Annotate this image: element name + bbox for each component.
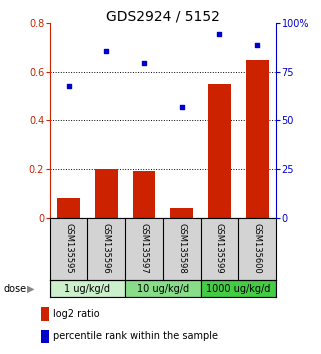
Text: percentile rank within the sample: percentile rank within the sample: [53, 331, 218, 341]
Point: [179, 104, 184, 110]
Text: 1000 ug/kg/d: 1000 ug/kg/d: [206, 284, 271, 293]
Point: [255, 42, 260, 48]
Bar: [41, 307, 49, 321]
Point: [66, 84, 71, 89]
Text: dose: dose: [3, 284, 26, 293]
Bar: [57, 198, 80, 218]
Text: GSM135600: GSM135600: [253, 223, 262, 274]
Text: GSM135598: GSM135598: [177, 223, 186, 274]
Text: GSM135599: GSM135599: [215, 223, 224, 274]
Bar: [246, 59, 268, 218]
Text: GSM135595: GSM135595: [64, 223, 73, 274]
Point: [104, 48, 109, 54]
Text: ▶: ▶: [27, 284, 35, 293]
Bar: [95, 169, 117, 218]
Text: log2 ratio: log2 ratio: [53, 309, 100, 319]
Text: GSM135597: GSM135597: [140, 223, 149, 274]
Point: [217, 31, 222, 36]
Bar: [208, 84, 231, 218]
Bar: [133, 171, 155, 218]
Bar: [41, 330, 49, 343]
Bar: [170, 208, 193, 218]
Text: 1 ug/kg/d: 1 ug/kg/d: [65, 284, 110, 293]
Bar: [50, 280, 125, 297]
Point: [142, 60, 147, 66]
Text: 10 ug/kg/d: 10 ug/kg/d: [137, 284, 189, 293]
Title: GDS2924 / 5152: GDS2924 / 5152: [106, 9, 220, 23]
Text: GSM135596: GSM135596: [102, 223, 111, 274]
Bar: [201, 280, 276, 297]
Bar: [125, 280, 201, 297]
